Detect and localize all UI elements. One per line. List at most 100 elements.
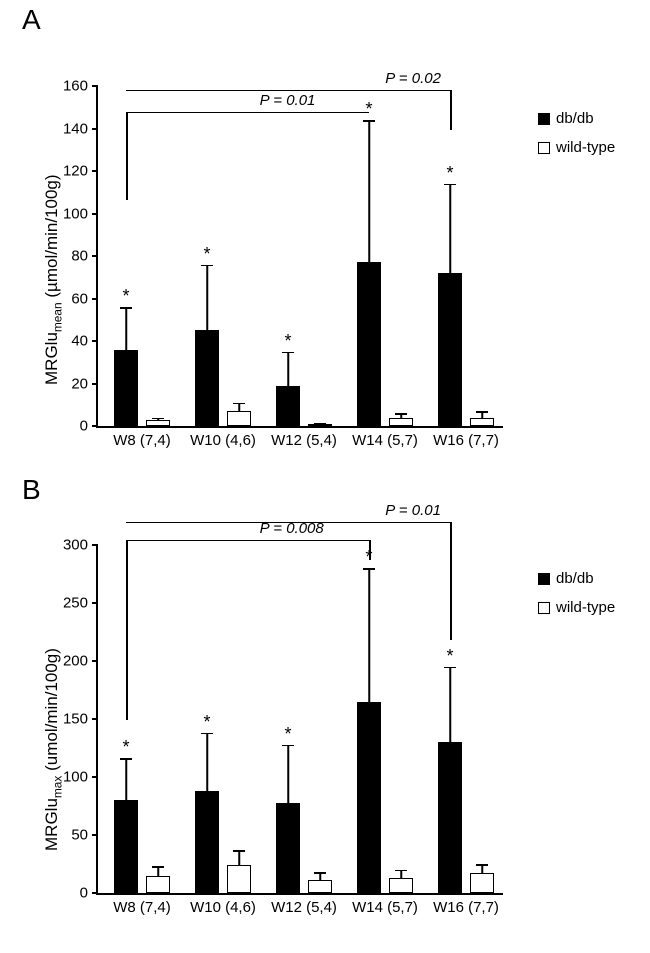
legend-item: db/db (538, 570, 615, 587)
x-tick-label: W16 (7,7) (433, 432, 499, 449)
error-cap (395, 413, 407, 415)
error-cap (201, 733, 213, 735)
x-tick-label: W14 (5,7) (352, 432, 418, 449)
panel-a: A020406080100120140160*W8 (7,4)*W10 (4,6… (0, 0, 650, 470)
legend-label: wild-type (556, 599, 615, 616)
comparison-bracket (126, 90, 450, 91)
significance-star: * (203, 245, 210, 263)
error-cap (363, 120, 375, 122)
y-tick-label: 100 (63, 769, 88, 786)
bar-wt (389, 418, 413, 427)
legend-label: db/db (556, 110, 594, 127)
x-tick-label: W10 (4,6) (190, 432, 256, 449)
x-tick-label: W10 (4,6) (190, 899, 256, 916)
bar-db (357, 702, 381, 893)
significance-star: * (284, 725, 291, 743)
bar-db (114, 350, 138, 427)
error-cap (152, 866, 164, 868)
x-tick-label: W12 (5,4) (271, 899, 337, 916)
y-tick-label: 300 (63, 537, 88, 554)
y-tick-label: 80 (71, 248, 88, 265)
comparison-bracket (126, 540, 369, 541)
y-tick (92, 383, 98, 385)
bar-wt (227, 411, 251, 426)
error-cap (444, 184, 456, 186)
figure: A020406080100120140160*W8 (7,4)*W10 (4,6… (0, 0, 650, 953)
x-tick-label: W16 (7,7) (433, 899, 499, 916)
y-tick-label: 0 (80, 885, 88, 902)
significance-star: * (284, 332, 291, 350)
legend: db/db wild-type (538, 570, 615, 628)
x-tick-label: W8 (7,4) (113, 899, 171, 916)
y-tick-label: 100 (63, 205, 88, 222)
p-value-label: P = 0.008 (260, 520, 324, 537)
error-cap (444, 667, 456, 669)
panel-b: B050100150200250300*W8 (7,4)*W10 (4,6)*W… (0, 470, 650, 953)
p-value-label: P = 0.02 (385, 70, 441, 87)
y-tick-label: 250 (63, 595, 88, 612)
y-tick (92, 544, 98, 546)
y-tick (92, 602, 98, 604)
chart-area: 050100150200250300*W8 (7,4)*W10 (4,6)*W1… (96, 545, 503, 895)
y-tick-label: 200 (63, 653, 88, 670)
bracket-drop (450, 522, 452, 640)
legend-item: wild-type (538, 599, 615, 616)
bar-wt (146, 420, 170, 426)
legend-item: wild-type (538, 139, 615, 156)
chart-area: 020406080100120140160*W8 (7,4)*W10 (4,6)… (96, 86, 503, 428)
p-value-label: P = 0.01 (260, 92, 316, 109)
bar-db (438, 273, 462, 426)
bar-db (195, 330, 219, 426)
y-tick-label: 150 (63, 711, 88, 728)
error-cap (120, 758, 132, 760)
error-cap (233, 850, 245, 852)
bar-wt (470, 873, 494, 893)
bracket-drop (126, 540, 128, 720)
error-cap (314, 423, 326, 425)
legend-swatch (538, 142, 550, 154)
y-tick (92, 170, 98, 172)
y-tick (92, 425, 98, 427)
x-tick-label: W12 (5,4) (271, 432, 337, 449)
y-tick-label: 20 (71, 375, 88, 392)
y-tick (92, 298, 98, 300)
legend: db/db wild-type (538, 110, 615, 168)
significance-star: * (122, 287, 129, 305)
legend-swatch (538, 602, 550, 614)
error-cap (120, 307, 132, 309)
bar-wt (146, 876, 170, 893)
error-bar (125, 758, 127, 800)
error-cap (476, 864, 488, 866)
y-tick (92, 255, 98, 257)
x-tick-label: W14 (5,7) (352, 899, 418, 916)
legend-item: db/db (538, 110, 615, 127)
significance-star: * (365, 100, 372, 118)
y-tick (92, 340, 98, 342)
y-tick (92, 776, 98, 778)
bar-db (276, 803, 300, 893)
significance-star: * (446, 164, 453, 182)
y-tick-label: 40 (71, 333, 88, 350)
error-bar (449, 667, 451, 742)
error-bar (125, 307, 127, 350)
bar-db (357, 262, 381, 426)
y-tick (92, 128, 98, 130)
error-bar (368, 120, 370, 262)
legend-swatch (538, 113, 550, 125)
y-tick (92, 660, 98, 662)
bar-db (438, 742, 462, 893)
bracket-drop (450, 90, 452, 130)
error-bar (206, 265, 208, 331)
error-cap (233, 403, 245, 405)
error-cap (282, 352, 294, 354)
y-tick-label: 160 (63, 78, 88, 95)
error-cap (314, 872, 326, 874)
y-tick-label: 50 (71, 827, 88, 844)
legend-label: wild-type (556, 139, 615, 156)
error-bar (206, 733, 208, 791)
error-cap (201, 265, 213, 267)
significance-star: * (203, 713, 210, 731)
bar-db (276, 386, 300, 426)
y-axis-title: MRGlumean (µmol/min/100g) (42, 175, 64, 386)
bracket-drop (369, 540, 371, 560)
